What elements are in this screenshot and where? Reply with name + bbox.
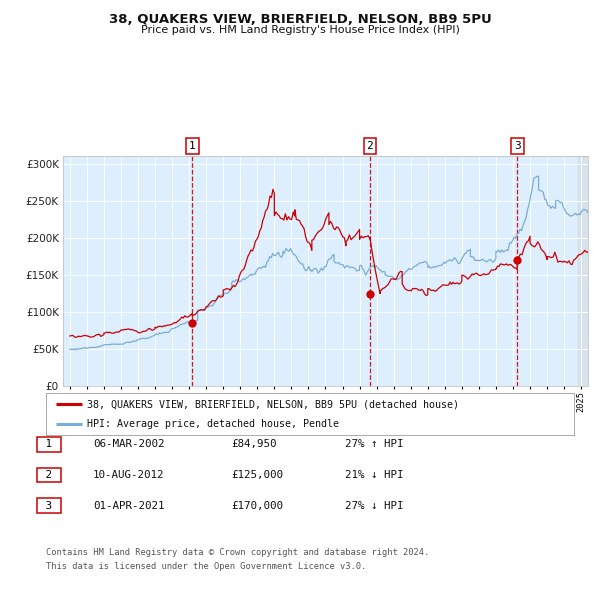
Text: 21% ↓ HPI: 21% ↓ HPI: [345, 470, 404, 480]
Text: 3: 3: [40, 501, 59, 510]
Text: 38, QUAKERS VIEW, BRIERFIELD, NELSON, BB9 5PU (detached house): 38, QUAKERS VIEW, BRIERFIELD, NELSON, BB…: [88, 399, 460, 409]
Text: Contains HM Land Registry data © Crown copyright and database right 2024.: Contains HM Land Registry data © Crown c…: [46, 548, 430, 556]
Text: 27% ↑ HPI: 27% ↑ HPI: [345, 440, 404, 449]
Text: 2: 2: [367, 141, 373, 151]
Text: £125,000: £125,000: [231, 470, 283, 480]
Text: 2: 2: [40, 470, 59, 480]
Text: 10-AUG-2012: 10-AUG-2012: [93, 470, 164, 480]
Text: 27% ↓ HPI: 27% ↓ HPI: [345, 501, 404, 510]
Text: £84,950: £84,950: [231, 440, 277, 449]
Text: 1: 1: [40, 440, 59, 449]
Text: 1: 1: [189, 141, 196, 151]
Text: 06-MAR-2002: 06-MAR-2002: [93, 440, 164, 449]
Text: This data is licensed under the Open Government Licence v3.0.: This data is licensed under the Open Gov…: [46, 562, 367, 571]
Text: £170,000: £170,000: [231, 501, 283, 510]
Text: 3: 3: [514, 141, 521, 151]
Bar: [578, 156, 588, 386]
Text: Price paid vs. HM Land Registry's House Price Index (HPI): Price paid vs. HM Land Registry's House …: [140, 25, 460, 35]
Text: 01-APR-2021: 01-APR-2021: [93, 501, 164, 510]
Text: 38, QUAKERS VIEW, BRIERFIELD, NELSON, BB9 5PU: 38, QUAKERS VIEW, BRIERFIELD, NELSON, BB…: [109, 13, 491, 26]
Text: HPI: Average price, detached house, Pendle: HPI: Average price, detached house, Pend…: [88, 419, 340, 429]
